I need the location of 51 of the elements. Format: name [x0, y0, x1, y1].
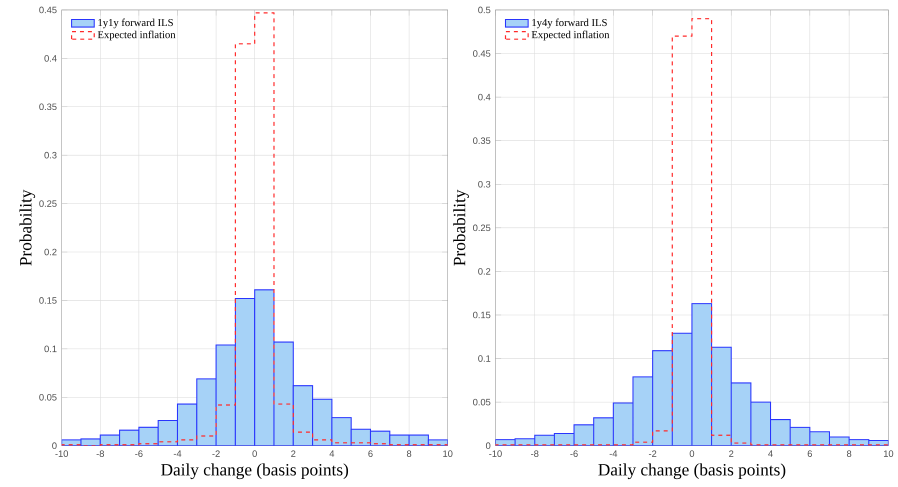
- y-tick-label: 0.1: [478, 355, 490, 362]
- y-tick-label: 0.5: [478, 6, 490, 13]
- x-tick-label: 10: [884, 450, 894, 457]
- x-tick-label: -6: [135, 450, 143, 457]
- x-tick-label: 0: [252, 450, 257, 457]
- x-tick-label: 8: [406, 450, 412, 457]
- y-tick-label: 0.1: [44, 345, 57, 352]
- x-tick-label: 2: [729, 450, 734, 457]
- x-tick-label: 6: [808, 450, 812, 457]
- x-tick-label: -2: [212, 450, 220, 457]
- y-tick-label: 0.45: [473, 50, 490, 57]
- legend-label: Expected inflation: [532, 30, 610, 40]
- x-tick-label: -2: [648, 450, 656, 457]
- y-tick-label: 0.2: [478, 268, 490, 274]
- legend-label: 1y1y forward ILS: [98, 18, 173, 28]
- y-tick-label: 0.4: [478, 94, 490, 100]
- y-tick-label: 0.35: [473, 137, 490, 144]
- x-tick-label: -8: [531, 450, 538, 457]
- x-tick-label: -8: [96, 450, 104, 457]
- y-tick-label: 0: [486, 442, 490, 449]
- legend-label: Expected inflation: [98, 30, 176, 40]
- x-tick-label: 4: [330, 450, 334, 457]
- y-tick-label: 0.25: [473, 224, 490, 231]
- y-tick-label: 0.35: [39, 103, 57, 110]
- x-tick-label: 4: [768, 450, 773, 457]
- x-axis-title: Daily change (basis points): [161, 463, 348, 479]
- x-tick-label: 8: [846, 450, 852, 457]
- x-tick-label: -4: [174, 450, 182, 457]
- x-tick-label: 6: [368, 450, 373, 457]
- y-tick-label: 0.05: [39, 394, 57, 400]
- y-tick-label: 0.2: [44, 248, 57, 256]
- y-tick-label: 0.4: [44, 54, 57, 62]
- legend-label: 1y4y forward ILS: [532, 18, 607, 28]
- x-tick-label: -6: [570, 450, 578, 457]
- x-tick-label: 0: [690, 450, 694, 457]
- x-tick-label: -10: [55, 450, 68, 457]
- y-tick-label: 0: [52, 442, 57, 449]
- y-tick-label: 0.3: [478, 180, 490, 188]
- x-tick-label: -4: [610, 450, 618, 457]
- y-tick-label: 0.05: [473, 398, 490, 406]
- x-axis-title: Daily change (basis points): [598, 463, 786, 479]
- x-tick-label: -10: [489, 450, 502, 457]
- x-tick-label: 10: [443, 450, 452, 457]
- x-tick-label: 2: [291, 450, 296, 457]
- y-axis-title: Probability: [19, 189, 36, 266]
- y-axis-title: Probability: [453, 189, 469, 266]
- y-tick-label: 0.45: [39, 6, 57, 13]
- y-tick-label: 0.15: [473, 311, 490, 318]
- y-tick-label: 0.3: [44, 152, 57, 158]
- y-tick-label: 0.15: [39, 296, 57, 304]
- y-tick-label: 0.25: [39, 200, 57, 207]
